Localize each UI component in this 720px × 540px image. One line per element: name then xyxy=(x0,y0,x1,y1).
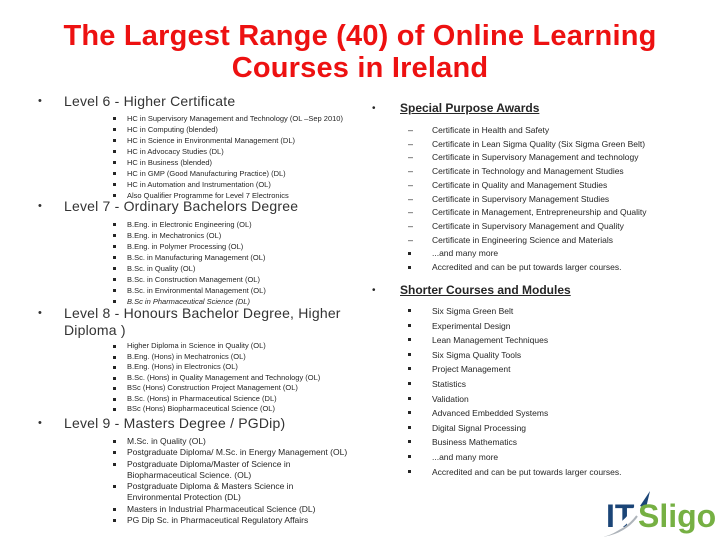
course-item: B.Eng. in Polymer Processing (OL) xyxy=(113,241,370,252)
course-list: HC in Supervisory Management and Technol… xyxy=(113,113,370,201)
it-sligo-logo: IT Sligo xyxy=(604,490,716,537)
bullet-icon: • xyxy=(38,417,42,429)
section-level-6: • Level 6 - Higher Certificate HC in Sup… xyxy=(38,93,370,201)
course-item: HC in Automation and Instrumentation (OL… xyxy=(113,179,370,190)
section-shorter-courses: • Shorter Courses and Modules Six Sigma … xyxy=(365,283,717,479)
course-item: Six Sigma Quality Tools xyxy=(408,348,717,363)
course-item: Postgraduate Diploma/Master of Science i… xyxy=(113,459,370,482)
course-item: Certificate in Health and Safety xyxy=(408,124,717,138)
course-item: B.Eng. in Electronic Engineering (OL) xyxy=(113,219,370,230)
section-header: • Special Purpose Awards xyxy=(365,101,717,116)
course-item: B.Eng. (Hons) in Mechatronics (OL) xyxy=(113,352,370,363)
course-item: Validation xyxy=(408,392,717,407)
course-item: Postgraduate Diploma/ M.Sc. in Energy Ma… xyxy=(113,447,370,458)
course-item: Certificate in Quality and Management St… xyxy=(408,179,717,193)
course-item: Digital Signal Processing xyxy=(408,421,717,436)
bullet-icon: • xyxy=(372,103,376,114)
course-item: B.Sc. in Environmental Management (OL) xyxy=(113,285,370,296)
course-item: Accredited and can be put towards larger… xyxy=(408,261,717,275)
course-item: Six Sigma Green Belt xyxy=(408,304,717,319)
section-title: Special Purpose Awards xyxy=(400,101,540,115)
course-item: Certificate in Supervisory Management an… xyxy=(408,151,717,165)
course-item: Higher Diploma in Science in Quality (OL… xyxy=(113,341,370,352)
course-item: Project Management xyxy=(408,362,717,377)
bullet-icon: • xyxy=(38,95,42,107)
section-title: Level 9 - Masters Degree / PGDip) xyxy=(64,415,286,431)
course-item: HC in Business (blended) xyxy=(113,157,370,168)
bullet-icon: • xyxy=(38,307,42,319)
logo-swoosh-white xyxy=(604,490,649,537)
course-item: Certificate in Supervisory Management an… xyxy=(408,220,717,234)
course-item: Lean Management Techniques xyxy=(408,333,717,348)
course-item: PG Dip Sc. in Pharmaceutical Regulatory … xyxy=(113,515,370,526)
course-item: Certificate in Lean Sigma Quality (Six S… xyxy=(408,138,717,152)
course-item: Certificate in Engineering Science and M… xyxy=(408,234,717,248)
course-item: HC in Computing (blended) xyxy=(113,124,370,135)
section-title: Shorter Courses and Modules xyxy=(400,283,571,297)
course-item: BSc (Hons) Biopharmaceutical Science (OL… xyxy=(113,404,370,415)
course-list: Certificate in Health and SafetyCertific… xyxy=(408,124,717,275)
section-header: • Level 8 - Honours Bachelor Degree, Hig… xyxy=(38,305,370,339)
course-item: BSc (Hons) Construction Project Manageme… xyxy=(113,383,370,394)
course-item: Also Qualifier Programme for Level 7 Ele… xyxy=(113,190,370,201)
section-header: • Level 9 - Masters Degree / PGDip) xyxy=(38,415,370,432)
course-item: B.Eng. (Hons) in Electronics (OL) xyxy=(113,362,370,373)
course-item: Postgraduate Diploma & Masters Science i… xyxy=(113,481,370,504)
course-item: Certificate in Technology and Management… xyxy=(408,165,717,179)
course-item: B.Sc in Pharmaceutical Science (DL) xyxy=(113,296,370,307)
course-item: Masters in Industrial Pharmaceutical Sci… xyxy=(113,504,370,515)
course-item: Accredited and can be put towards larger… xyxy=(408,465,717,480)
course-item: B.Sc. (Hons) in Quality Management and T… xyxy=(113,373,370,384)
section-header: • Shorter Courses and Modules xyxy=(365,283,717,298)
course-item: Statistics xyxy=(408,377,717,392)
course-item: HC in Supervisory Management and Technol… xyxy=(113,113,370,124)
course-item: HC in Science in Environmental Managemen… xyxy=(113,135,370,146)
course-item: HC in Advocacy Studies (DL) xyxy=(113,146,370,157)
section-header: • Level 7 - Ordinary Bachelors Degree xyxy=(38,198,370,215)
course-item: Certificate in Supervisory Management St… xyxy=(408,193,717,207)
course-item: B.Eng. in Mechatronics (OL) xyxy=(113,230,370,241)
bullet-icon: • xyxy=(372,285,376,296)
bullet-icon: • xyxy=(38,200,42,212)
course-item: Advanced Embedded Systems xyxy=(408,406,717,421)
course-item: B.Sc. in Manufacturing Management (OL) xyxy=(113,252,370,263)
course-list: B.Eng. in Electronic Engineering (OL) B.E… xyxy=(113,219,370,307)
course-item: ...and many more xyxy=(408,247,717,261)
course-item: ...and many more xyxy=(408,450,717,465)
course-item: B.Sc. (Hons) in Pharmaceutical Science (… xyxy=(113,394,370,405)
section-title: Level 7 - Ordinary Bachelors Degree xyxy=(64,198,299,214)
course-list: M.Sc. in Quality (OL) Postgraduate Diplom… xyxy=(113,436,370,526)
course-list: Higher Diploma in Science in Quality (OL… xyxy=(113,341,370,415)
logo-arrow-tip xyxy=(640,491,650,508)
course-list: Six Sigma Green Belt Experimental Design L… xyxy=(408,304,717,479)
course-item: B.Sc. in Construction Management (OL) xyxy=(113,274,370,285)
section-special-purpose-awards: • Special Purpose Awards Certificate in … xyxy=(365,101,717,275)
slide-title: The Largest Range (40) of Online Learnin… xyxy=(63,20,657,84)
section-level-8: • Level 8 - Honours Bachelor Degree, Hig… xyxy=(38,305,370,415)
course-item: Certificate in Management, Entrepreneurs… xyxy=(408,206,717,220)
course-item: HC in GMP (Good Manufacturing Practice) … xyxy=(113,168,370,179)
section-title: Level 8 - Honours Bachelor Degree, Highe… xyxy=(64,305,341,338)
section-level-9: • Level 9 - Masters Degree / PGDip) M.Sc… xyxy=(38,415,370,526)
course-item: Business Mathematics xyxy=(408,435,717,450)
section-title: Level 6 - Higher Certificate xyxy=(64,93,236,109)
course-item: Experimental Design xyxy=(408,319,717,334)
section-level-7: • Level 7 - Ordinary Bachelors Degree B.… xyxy=(38,198,370,307)
logo-text-sligo: Sligo xyxy=(638,498,716,534)
course-item: B.Sc. in Quality (OL) xyxy=(113,263,370,274)
course-item: M.Sc. in Quality (OL) xyxy=(113,436,370,447)
section-header: • Level 6 - Higher Certificate xyxy=(38,93,370,110)
